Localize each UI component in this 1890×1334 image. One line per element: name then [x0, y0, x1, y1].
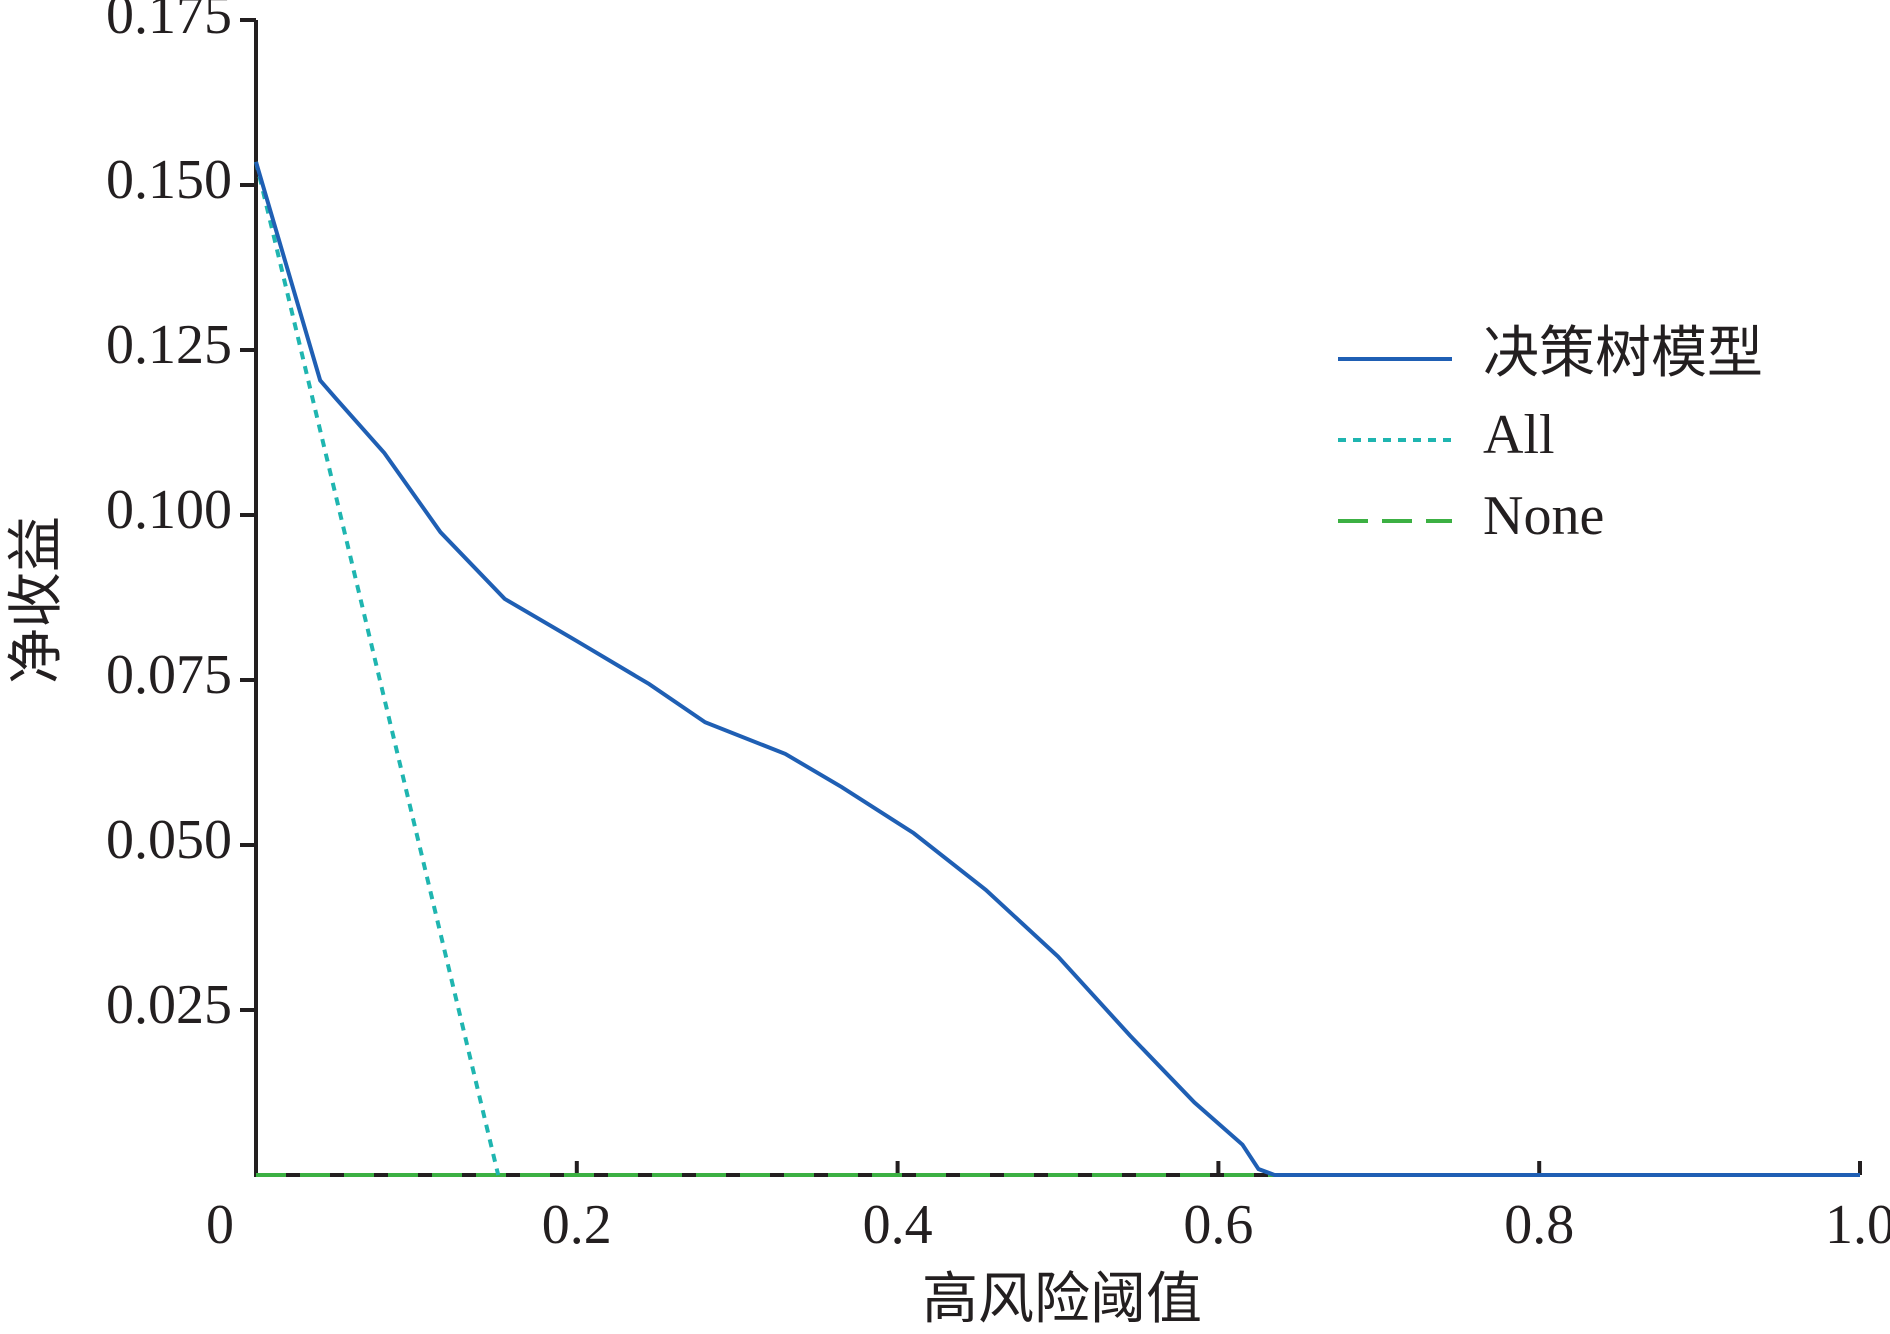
x-tick-label: 0.2	[542, 1194, 612, 1256]
y-tick-label: 0.150	[106, 149, 232, 211]
x-tick-label: 0.4	[863, 1194, 933, 1256]
x-tick-label: 1.0	[1825, 1194, 1890, 1256]
legend-label: All	[1483, 404, 1555, 466]
series-line	[254, 161, 501, 1176]
y-tick-label: 0.025	[106, 974, 232, 1036]
y-tick-label: 0.075	[106, 644, 232, 706]
y-tick-label: 0.125	[106, 314, 232, 376]
legend-label: 决策树模型	[1483, 323, 1763, 385]
y-tick-label: 0.050	[106, 809, 232, 871]
y-axis-label: 净收益	[6, 516, 68, 684]
x-tick-label: 0	[206, 1194, 234, 1256]
series-line	[254, 161, 1860, 1177]
y-tick-label: 0.100	[106, 479, 232, 541]
axes	[254, 20, 1860, 1177]
y-tick-label: 0.175	[106, 0, 232, 46]
x-tick-label: 0.8	[1504, 1194, 1574, 1256]
legend-label: None	[1483, 485, 1604, 547]
x-tick-label: 0.6	[1183, 1194, 1253, 1256]
x-axis-label: 高风险阈值	[922, 1269, 1202, 1331]
